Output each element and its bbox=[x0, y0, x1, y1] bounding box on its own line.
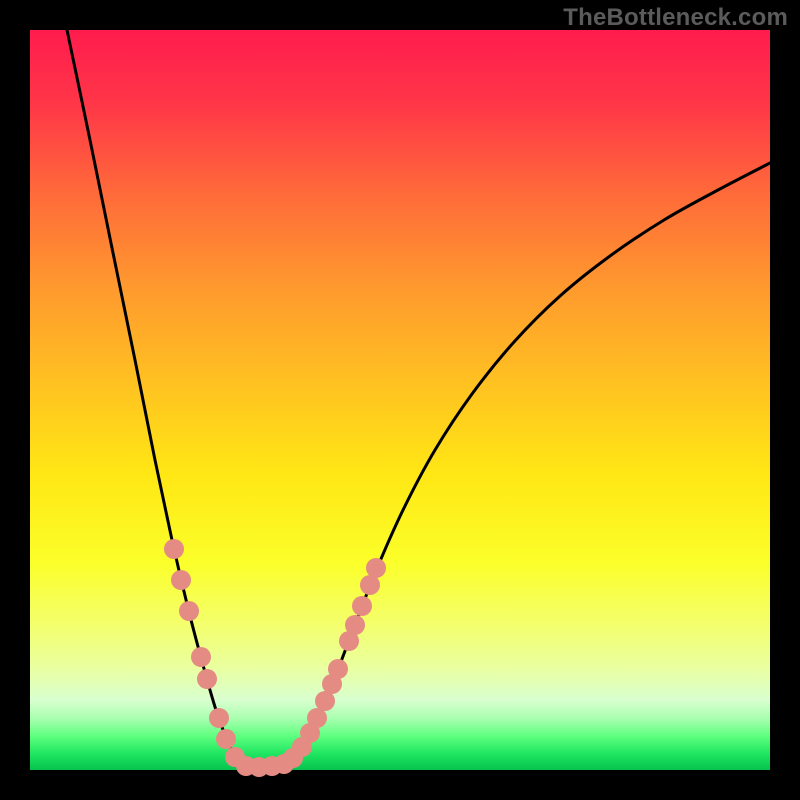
marker-dot bbox=[360, 575, 380, 595]
watermark-text: TheBottleneck.com bbox=[563, 4, 788, 32]
marker-dot bbox=[179, 601, 199, 621]
marker-dot bbox=[197, 669, 217, 689]
marker-dot bbox=[366, 558, 386, 578]
marker-dot bbox=[164, 539, 184, 559]
marker-dot bbox=[345, 615, 365, 635]
plot-area bbox=[30, 30, 770, 770]
marker-dot bbox=[352, 596, 372, 616]
marker-dot bbox=[307, 708, 327, 728]
marker-dot bbox=[171, 570, 191, 590]
marker-dot bbox=[216, 729, 236, 749]
chart-stage: TheBottleneck.com bbox=[0, 0, 800, 800]
marker-dot bbox=[328, 659, 348, 679]
marker-dot bbox=[209, 708, 229, 728]
marker-dot bbox=[191, 647, 211, 667]
chart-svg bbox=[0, 0, 800, 800]
